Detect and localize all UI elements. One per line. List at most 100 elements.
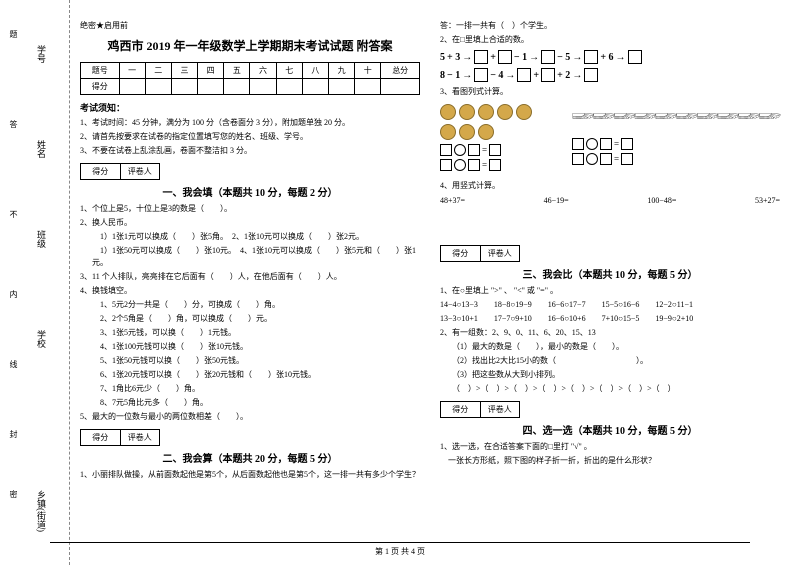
th-4: 四 xyxy=(198,63,224,79)
coin-icon xyxy=(440,124,456,140)
th-9: 九 xyxy=(329,63,355,79)
s1-13: 8、7元5角比元多（ ）角。 xyxy=(80,397,420,409)
th-5: 五 xyxy=(224,63,250,79)
calc-row: 48+37= 46−19= 100−48= 53+27= xyxy=(440,196,780,205)
th-2: 二 xyxy=(145,63,171,79)
exam-title: 鸡西市 2019 年一年级数学上学期期末考试试题 附答案 xyxy=(80,37,420,54)
eq2-op0: − 1 xyxy=(447,70,460,81)
s1-11: 6、1张20元钱可以换（ ）张20元钱和（ ）张10元钱。 xyxy=(80,369,420,381)
coin-icon xyxy=(478,124,494,140)
coin-icon xyxy=(440,104,456,120)
th-11: 总分 xyxy=(381,63,420,79)
sb4-left: 得分 xyxy=(441,402,481,417)
score-table: 题号 一 二 三 四 五 六 七 八 九 十 总分 得分 xyxy=(80,62,420,95)
coin-icon xyxy=(478,104,494,120)
eq1-op2: − 1 xyxy=(514,52,527,63)
s4-q1: 1、选一选，在合适答案下面的□里打 "√" 。 xyxy=(440,441,780,453)
eq1-op0: + 3 xyxy=(447,52,460,63)
th-3: 三 xyxy=(171,63,197,79)
th-6: 六 xyxy=(250,63,276,79)
notice-3: 3、不要在试卷上乱涂乱画，卷面不整洁扣 3 分。 xyxy=(80,145,420,157)
equation-1: 5 + 3→ + − 1→ − 5→ + 6→ xyxy=(440,50,780,64)
eq1-op3: − 5 xyxy=(557,52,570,63)
eq1-op1: + xyxy=(490,52,496,63)
sec3-title: 三、我会比（本题共 10 分，每题 5 分） xyxy=(440,266,780,281)
page-footer: 第 1 页 共 4 页 xyxy=(0,542,800,557)
feather-icons: 𓆃𓆃𓆃𓆃𓆃𓆃𓆃𓆃𓆃𓆃 xyxy=(572,100,779,124)
field-banji: 班级 xyxy=(35,230,48,248)
feathers-group: 𓆃𓆃𓆃𓆃𓆃𓆃𓆃𓆃𓆃𓆃 = = xyxy=(572,100,779,168)
r-q2: 2、在□里填上合适的数。 xyxy=(440,34,780,46)
cmp-0: 14−4○13−3 18−8○19−9 16−6○17−7 15−5○16−6 … xyxy=(440,299,780,311)
sb3-left: 得分 xyxy=(441,246,481,261)
hint-4: 线 xyxy=(8,360,19,368)
r-q3: 3、看图列式计算。 xyxy=(440,86,780,98)
s1-10: 5、1张50元钱可以换（ ）张50元钱。 xyxy=(80,355,420,367)
s3-q1: 1、在○里填上 ">" 、 "<" 或 "=" 。 xyxy=(440,285,780,297)
s1-9: 4、1张100元钱可以换（ ）张10元钱。 xyxy=(80,341,420,353)
field-xiangzhen: 乡镇(街道) xyxy=(35,490,48,532)
s1-3: 1）1张50元可以换成（ ）张10元。 4、1张10元可以换成（ ）张5元和（ … xyxy=(80,245,420,269)
r-q4: 4、用竖式计算。 xyxy=(440,180,780,192)
s1-4: 3、11 个人排队，亮亮排在它后面有（ ）人，在他后面有（ ）人。 xyxy=(80,271,420,283)
s3-s1: （2）找出比2大比15小的数（ ）。 xyxy=(440,355,780,367)
score-box-2: 得分 评卷人 xyxy=(80,429,160,446)
th-7: 七 xyxy=(276,63,302,79)
s4-sub: 一张长方形纸，照下图的样子折一折，折出的是什么形状？ xyxy=(440,455,780,467)
s1-5: 4、换钱填空。 xyxy=(80,285,420,297)
sb-right: 评卷人 xyxy=(121,164,160,179)
sb2-right: 评卷人 xyxy=(121,430,160,445)
sec1-title: 一、我会填（本题共 10 分，每题 2 分） xyxy=(80,184,420,199)
left-column: 绝密★启用前 鸡西市 2019 年一年级数学上学期期末考试试题 附答案 题号 一… xyxy=(80,20,420,483)
s3-s3: （ ）>（ ）>（ ）>（ ）>（ ）>（ ）>（ ）>（ ） xyxy=(440,383,780,395)
s1-8: 3、1张5元钱，可以换（ ）1元钱。 xyxy=(80,327,420,339)
eq1-op4: + 6 xyxy=(600,52,613,63)
sb4-right: 评卷人 xyxy=(481,402,520,417)
th-0: 题号 xyxy=(81,63,120,79)
row-label: 得分 xyxy=(81,79,120,95)
field-xuexiao: 学校 xyxy=(35,330,48,348)
s1-7: 2、2个5角是（ ）角，可以换成（ ）元。 xyxy=(80,313,420,325)
equation-2: 8 − 1→ − 4→ + + 2→ xyxy=(440,68,780,82)
score-box-4: 得分 评卷人 xyxy=(440,401,520,418)
hint-2: 不 xyxy=(8,210,19,218)
field-xuehao: 学号 xyxy=(35,45,48,63)
eq2-start: 8 xyxy=(440,70,445,81)
notice-2: 2、请首先按要求在试卷的指定位置填写您的姓名、班级、学号。 xyxy=(80,131,420,143)
r-top: 答：一排一共有（ ）个学生。 xyxy=(440,20,780,32)
th-8: 八 xyxy=(302,63,328,79)
eq2-op2: + xyxy=(533,70,539,81)
hint-5: 封 xyxy=(8,430,19,438)
hint-3: 内 xyxy=(8,290,19,298)
coin-icon xyxy=(516,104,532,120)
notice-header: 考试须知： xyxy=(80,101,420,114)
score-box-1: 得分 评卷人 xyxy=(80,163,160,180)
eq2-op1: − 4 xyxy=(490,70,503,81)
s3-q2: 2、有一组数：2、9、0、11、6、20、15、13 xyxy=(440,327,780,339)
field-xingming: 姓名 xyxy=(35,140,48,158)
s1-1: 2、换人民币。 xyxy=(80,217,420,229)
hint-6: 密 xyxy=(8,490,19,498)
notice-1: 1、考试时间：45 分钟，满分为 100 分（含卷面分 3 分），附加题单独 2… xyxy=(80,117,420,129)
th-1: 一 xyxy=(119,63,145,79)
footer-text: 第 1 页 共 4 页 xyxy=(375,547,425,556)
s2-q1: 1、小丽排队做操，从前面数起他是第5个，从后面数起他也是第5个，这一排一共有多少… xyxy=(80,469,420,481)
eq2-op3: + 2 xyxy=(557,70,570,81)
s1-6: 1、5元2分一共是（ ）分，可换成（ ）角。 xyxy=(80,299,420,311)
hint-0: 题 xyxy=(8,30,19,38)
calc-1: 46−19= xyxy=(544,196,569,205)
th-10: 十 xyxy=(355,63,381,79)
coins-group: = = xyxy=(440,100,532,174)
hint-1: 答 xyxy=(8,120,19,128)
score-box-3: 得分 评卷人 xyxy=(440,245,520,262)
s1-12: 7、1角比6元少（ ）角。 xyxy=(80,383,420,395)
calc-2: 100−48= xyxy=(647,196,676,205)
cmp-1: 13−3○10+1 17−7○9+10 16−6○10+6 7+10○15−5 … xyxy=(440,313,780,325)
sb2-left: 得分 xyxy=(81,430,121,445)
calc-0: 48+37= xyxy=(440,196,465,205)
coin-icon xyxy=(497,104,513,120)
s1-2: 1）1张1元可以换成（ ）张5角。 2、1张10元可以换成（ ）张2元。 xyxy=(80,231,420,243)
s3-s2: （3）把这些数从大到小排列。 xyxy=(440,369,780,381)
s1-14: 5、最大的一位数与最小的两位数相差（ ）。 xyxy=(80,411,420,423)
coin-icon xyxy=(459,104,475,120)
